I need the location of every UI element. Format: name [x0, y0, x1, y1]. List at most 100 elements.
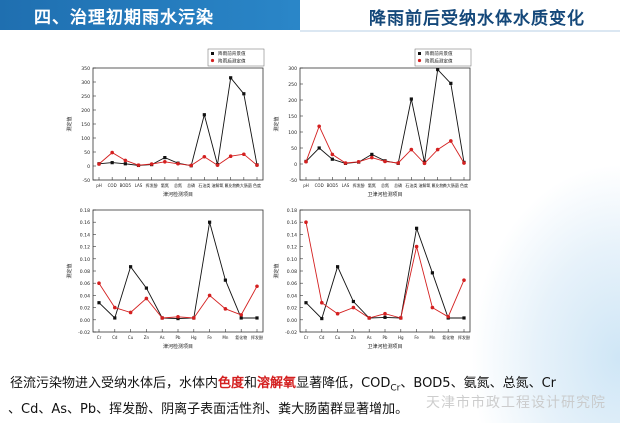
data-point-after [430, 305, 435, 310]
x-tick-label: 氨氮 [368, 182, 376, 188]
data-point-after [330, 152, 335, 157]
y-axis-label: 测定值 [273, 263, 280, 278]
data-point-after [192, 316, 196, 320]
data-point-after [110, 150, 114, 155]
y-tick-label: -50 [82, 178, 90, 184]
caption-highlight-color: 色度 [218, 376, 245, 391]
data-point-after [202, 154, 207, 159]
y-tick-label: 250 [288, 82, 297, 88]
x-tick-label: 总磷 [394, 182, 402, 188]
x-tick-label: Mn [429, 335, 435, 340]
data-point-after [304, 220, 308, 224]
data-point-after [396, 161, 400, 165]
legend-label-before: 降雨前背景值 [425, 50, 453, 57]
x-tick-label: BOD5 [120, 183, 132, 188]
y-tick-label: -50 [289, 178, 297, 184]
x-tick-label: pH [303, 183, 309, 188]
data-point-before [383, 315, 387, 319]
x-tick-label: pH [96, 183, 102, 188]
y-tick-label: 300 [288, 66, 297, 72]
y-tick-label: 0.16 [287, 220, 297, 226]
y-tick-label: 200 [288, 98, 297, 104]
legend-label-before: 降雨前背景值 [218, 50, 246, 57]
y-tick-label: 300 [81, 80, 90, 86]
data-point-after [351, 305, 356, 310]
series-line-after [305, 125, 465, 165]
data-point-after [228, 154, 233, 158]
chart-panel-4: -0.02 0.00 0.02 0.04 0.06 0.08 0.10 0.12 0.14 0.1… [273, 208, 471, 350]
legend-label-after: 降雨后测定值 [218, 58, 246, 65]
y-tick-label: 0.14 [287, 232, 297, 238]
y-tick-label: -0.02 [78, 330, 90, 336]
y-tick-label: 0.08 [287, 269, 297, 275]
x-tick-label: 总氮 [381, 182, 389, 188]
y-tick-label: 200 [81, 108, 90, 114]
data-point-before [202, 113, 206, 117]
x-tick-label: 总氮 [174, 182, 182, 188]
caption-text: 显著降低，COD [296, 376, 391, 391]
y-tick-label: 0.12 [287, 245, 297, 251]
data-point-after [123, 158, 128, 163]
data-point-after [370, 155, 374, 160]
x-tick-label: 氟化物 [432, 182, 444, 188]
x-tick-label: Cd [319, 335, 325, 340]
series-line-after [98, 282, 258, 319]
y-tick-label: 0.12 [80, 245, 90, 251]
y-tick-label: 350 [81, 66, 90, 72]
slide-title: 降雨前后受纳水体水质变化 [369, 9, 585, 29]
data-point-after [255, 163, 259, 167]
y-tick-label: 0.00 [80, 318, 90, 324]
data-point-after [446, 314, 451, 319]
data-point-before [351, 299, 355, 304]
x-tick-label: Mn [222, 335, 228, 340]
data-point-before [223, 278, 227, 282]
x-tick-label: Pb [176, 335, 181, 340]
data-point-before [409, 97, 413, 101]
x-tick-label: Fe [414, 335, 419, 340]
data-point-before [129, 265, 133, 269]
data-point-before [317, 146, 321, 150]
caption-line-1: 径流污染物进入受纳水体后，水体内色度和溶解氧显著降低，CODCr、BOD5、氨氮… [10, 372, 556, 394]
data-point-after [335, 311, 340, 316]
caption-line-2: 、Cd、As、Pb、挥发酚、阴离子表面活性剂、粪大肠菌群显著增加。 [8, 402, 409, 417]
y-tick-label: 0.02 [80, 306, 90, 312]
data-point-after [239, 313, 243, 317]
caption-text: 、BOD5、氨氮、总氮、Cr [400, 376, 557, 391]
data-point-before [229, 76, 233, 80]
data-point-before [436, 68, 440, 72]
legend-box [207, 48, 265, 67]
y-tick-label: 0.02 [287, 306, 297, 312]
x-tick-label: Hg [398, 335, 404, 340]
x-tick-label: Cd [112, 335, 118, 340]
x-tick-label: 石油类 [405, 182, 417, 188]
data-point-after [462, 278, 466, 282]
data-point-after [383, 311, 387, 316]
x-tick-label: 氰化物 [235, 334, 247, 340]
x-tick-label: As [160, 335, 165, 340]
x-tick-label: 氨氮 [161, 182, 169, 188]
y-tick-label: 150 [288, 114, 297, 120]
x-tick-label: Zn [144, 335, 150, 340]
x-tick-label: LAS [342, 183, 350, 188]
charts-area: -50050100150200250300350pH COD BOD5 LAS 挥发酚氨… [66, 48, 472, 350]
y-tick-label: -0.02 [285, 330, 297, 336]
data-point-after [163, 160, 167, 164]
data-point-after [97, 162, 101, 166]
data-point-after [343, 161, 348, 165]
y-tick-label: 100 [288, 130, 297, 136]
caption-subscript: Cr [390, 383, 401, 394]
x-tick-label: COD [108, 183, 117, 188]
x-tick-label: BOD5 [327, 183, 339, 188]
data-point-after [255, 284, 259, 289]
x-tick-label: 挥发酚 [146, 182, 158, 188]
data-point-after [144, 296, 149, 301]
x-tick-label: Cr [304, 335, 309, 340]
data-point-before [304, 301, 308, 305]
x-tick-label: Fe [207, 335, 212, 340]
series-line-before [98, 76, 258, 167]
data-point-before [239, 316, 243, 320]
data-point-after [189, 163, 193, 168]
x-tick-label: LAS [135, 183, 143, 188]
data-point-after [367, 316, 372, 320]
data-point-after [97, 281, 101, 286]
